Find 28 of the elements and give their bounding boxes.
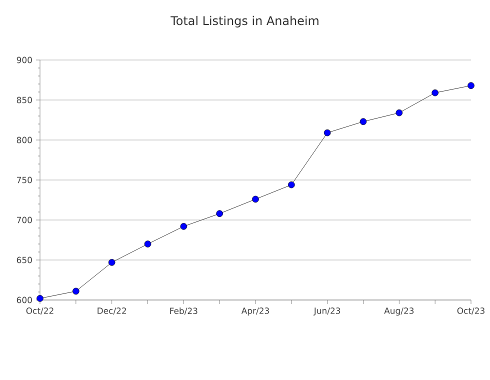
point (360, 118, 367, 125)
x-tick-label: Apr/23 (241, 308, 269, 316)
point (324, 129, 331, 136)
point (144, 240, 152, 248)
x-tick-label: Oct/23 (457, 308, 484, 315)
point (108, 259, 116, 266)
y-tick-label: 900 (16, 56, 32, 64)
x-tick-label: Jun/23 (313, 308, 340, 316)
x-tick-label: Dec/22 (98, 308, 126, 315)
point (72, 288, 80, 295)
point (468, 82, 474, 89)
point (432, 89, 438, 96)
y-tick-label: 800 (16, 136, 32, 144)
x-tick-label: Oct/22 (26, 308, 54, 315)
point (396, 109, 403, 116)
y-tick-label: 600 (16, 296, 32, 304)
point (216, 210, 223, 217)
y-tick-label: 850 (16, 96, 32, 104)
point (36, 295, 44, 302)
point (252, 196, 259, 203)
x-tick-label: Feb/23 (170, 308, 198, 315)
y-tick-label: 650 (16, 256, 32, 264)
point (180, 223, 188, 230)
point (288, 181, 295, 188)
chart-title: Total Listings in Anaheim (170, 16, 318, 28)
y-tick-label: 700 (17, 216, 32, 224)
y-tick-label: 750 (17, 176, 32, 184)
x-tick-label: Aug/23 (384, 308, 414, 316)
